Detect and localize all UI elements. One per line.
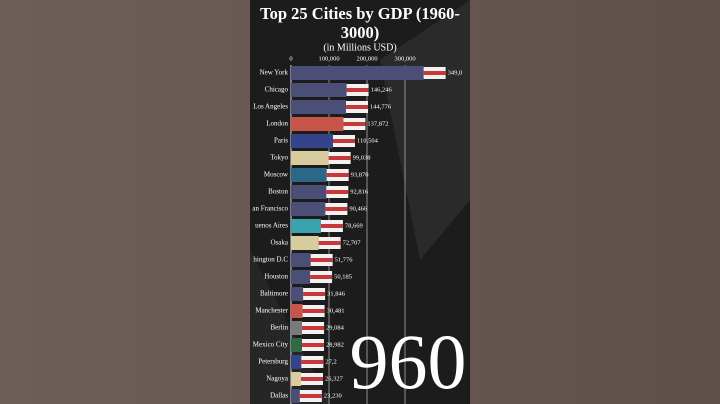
x-tick-label: 100,000 xyxy=(318,55,339,62)
value-label: 30,481 xyxy=(327,307,345,314)
value-label: 26,327 xyxy=(325,375,344,382)
value-label: 99,038 xyxy=(353,154,371,161)
category-label: London xyxy=(266,120,288,128)
category-label: Chicago xyxy=(265,86,289,94)
value-label: 50,185 xyxy=(334,273,352,280)
bar xyxy=(291,66,424,80)
flag xyxy=(302,343,325,347)
category-label: New York xyxy=(260,69,289,77)
category-label: Manchester xyxy=(255,307,288,315)
value-label: 137,872 xyxy=(367,120,388,127)
category-label: Tokyo xyxy=(270,154,288,162)
flag xyxy=(346,105,369,109)
value-label: 28,982 xyxy=(326,341,344,348)
value-label: 90,466 xyxy=(349,205,368,212)
bar xyxy=(291,321,303,335)
flag xyxy=(302,326,325,330)
category-label: an Francisco xyxy=(252,205,288,213)
flag xyxy=(310,258,333,262)
category-label: Moscow xyxy=(264,171,289,179)
category-label: Nagoya xyxy=(266,375,289,383)
category-label: hington D.C xyxy=(253,256,288,264)
bar xyxy=(291,151,329,165)
category-label: Boston xyxy=(268,188,288,196)
bar xyxy=(291,134,333,148)
value-label: 110,504 xyxy=(357,137,379,144)
flag xyxy=(318,241,341,245)
flag xyxy=(328,156,351,160)
chart-title: Top 25 Cities by GDP (1960- xyxy=(260,4,460,23)
value-label: 144,776 xyxy=(370,103,392,110)
bar xyxy=(291,219,321,233)
x-tick-label: 200,000 xyxy=(356,55,377,62)
plot: 0 100,000 200,000 300,000 New York 349,0 Chica… xyxy=(252,55,462,404)
year-label: 960 xyxy=(350,318,467,404)
bar xyxy=(291,185,327,199)
category-label: Los Angeles xyxy=(253,103,288,111)
category-label: Baltimore xyxy=(260,290,288,298)
value-label: 92,816 xyxy=(350,188,369,195)
bar xyxy=(291,355,302,369)
x-tick-label: 300,000 xyxy=(394,55,415,62)
flag xyxy=(343,122,366,126)
bar xyxy=(291,253,311,267)
value-label: 29,084 xyxy=(326,324,345,331)
bar xyxy=(291,100,347,114)
category-label: Mexico City xyxy=(253,341,289,349)
value-label: 93,870 xyxy=(351,171,369,178)
category-label: Petersburg xyxy=(258,358,288,366)
flag xyxy=(299,394,322,398)
category-label: Osaka xyxy=(271,239,289,247)
flag xyxy=(332,139,355,143)
category-label: Houston xyxy=(264,273,288,281)
category-label: Berlin xyxy=(271,324,289,332)
bar xyxy=(291,83,347,97)
bar xyxy=(291,372,302,386)
value-label: 51,776 xyxy=(335,256,354,263)
chart-title: 3000) xyxy=(341,23,380,42)
flag xyxy=(325,207,348,211)
value-label: 78,669 xyxy=(345,222,363,229)
bar xyxy=(291,338,303,352)
value-label: 27,2 xyxy=(325,358,336,365)
bar xyxy=(291,168,327,182)
chart-subtitle: (in Millions USD) xyxy=(323,42,396,53)
bar xyxy=(291,287,304,301)
category-label: Dallas xyxy=(270,392,288,400)
flag xyxy=(310,275,333,279)
flag xyxy=(301,360,324,364)
value-label: 349,0 xyxy=(448,69,463,76)
value-label: 146,246 xyxy=(371,86,393,93)
category-label: uenos Aires xyxy=(255,222,288,230)
flag xyxy=(301,377,324,381)
x-tick-label: 0 xyxy=(289,55,292,62)
value-label: 72,707 xyxy=(343,239,362,246)
flag xyxy=(320,224,343,228)
decor-shape xyxy=(380,0,470,260)
flag xyxy=(303,292,326,296)
flag xyxy=(346,88,369,92)
flag xyxy=(302,309,325,313)
category-label: Paris xyxy=(274,137,288,145)
bar xyxy=(291,202,326,216)
value-label: 31,846 xyxy=(327,290,346,297)
bar xyxy=(291,236,319,250)
bar xyxy=(291,389,300,403)
bar xyxy=(291,304,303,318)
bar xyxy=(291,117,344,131)
value-label: 23,230 xyxy=(324,392,342,399)
flag xyxy=(326,173,349,177)
bar xyxy=(291,270,311,284)
flag xyxy=(423,71,446,75)
flag xyxy=(326,190,349,194)
